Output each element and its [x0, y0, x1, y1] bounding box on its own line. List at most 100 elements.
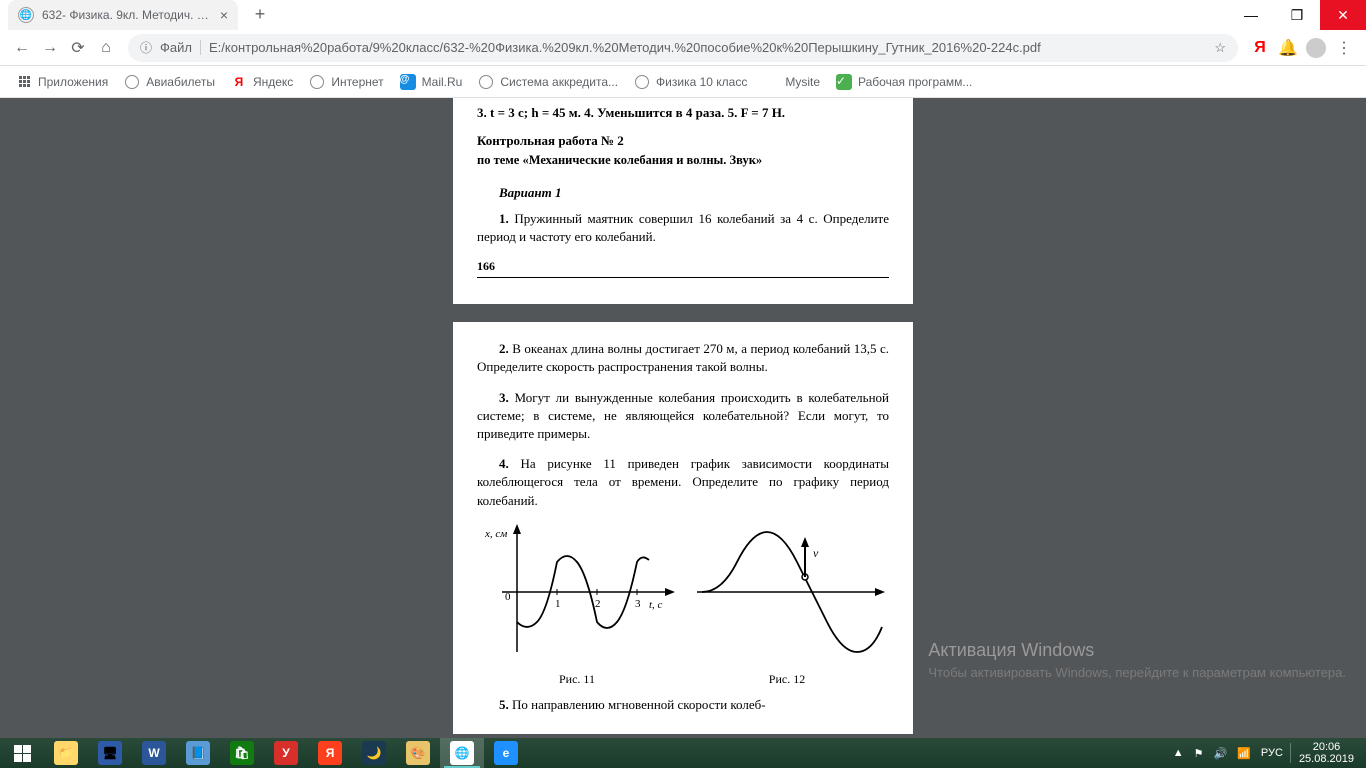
- problem-3: 3. Могут ли вынужденные колебания происх…: [477, 389, 889, 444]
- pdf-viewer[interactable]: 3. t = 3 c; h = 45 м. 4. Уменьшится в 4 …: [0, 98, 1366, 738]
- bookmark-item[interactable]: Физика 10 класс: [626, 70, 755, 94]
- globe-icon: [310, 75, 324, 89]
- star-icon[interactable]: ☆: [1214, 40, 1226, 56]
- app-icon: Я: [318, 741, 342, 765]
- taskbar-app[interactable]: 🌙: [352, 738, 396, 768]
- tab-close-button[interactable]: ×: [220, 7, 228, 23]
- tray-network-icon[interactable]: 📶: [1232, 747, 1256, 760]
- taskbar-app[interactable]: 🛍: [220, 738, 264, 768]
- bookmark-item[interactable]: @Mail.Ru: [392, 70, 471, 94]
- tray-up-icon[interactable]: ▲: [1168, 747, 1189, 759]
- svg-text:x, см: x, см: [484, 528, 507, 540]
- bookmark-label: Система аккредита...: [500, 75, 618, 89]
- problem-1: 1. Пружинный маятник совершил 16 колебан…: [477, 210, 889, 246]
- figure-12: v⃗ Рис. 12: [687, 522, 887, 688]
- back-button[interactable]: ←: [8, 34, 36, 62]
- yandex-icon[interactable]: Я: [1246, 34, 1274, 62]
- taskbar-app[interactable]: 🎨: [396, 738, 440, 768]
- url-text: E:/контрольная%20работа/9%20класс/632-%2…: [209, 40, 1206, 55]
- figures-row: 1 2 3 0 x, см t, с Рис. 11: [477, 522, 889, 688]
- globe-icon: [479, 75, 493, 89]
- app-icon: У: [274, 741, 298, 765]
- bookmark-label: Mail.Ru: [422, 75, 463, 89]
- bookmark-item[interactable]: ✓Рабочая программ...: [828, 70, 980, 94]
- close-button[interactable]: ✕: [1320, 0, 1366, 30]
- fig12-label: Рис. 12: [687, 671, 887, 688]
- bookmark-label: Приложения: [38, 75, 108, 89]
- chart-fig12: v⃗: [687, 522, 887, 662]
- app-icon: 🖥: [98, 741, 122, 765]
- watermark-title: Активация Windows: [928, 640, 1346, 661]
- window-controls: — ❐ ✕: [1228, 0, 1366, 30]
- tray-flag-icon[interactable]: ⚑: [1189, 747, 1209, 760]
- app-icon: W: [142, 741, 166, 765]
- minimize-button[interactable]: —: [1228, 0, 1274, 30]
- svg-text:0: 0: [505, 591, 511, 603]
- browser-toolbar: ← → ⟳ ⌂ ⓘ Файл E:/контрольная%20работа/9…: [0, 30, 1366, 66]
- taskbar-app[interactable]: 🖥: [88, 738, 132, 768]
- problem-4: 4. На рисунке 11 приведен график зависим…: [477, 455, 889, 510]
- window-titlebar: 🌐 632- Физика. 9кл. Методич. пос × + — ❐…: [0, 0, 1366, 30]
- bookmark-item[interactable]: Система аккредита...: [470, 70, 626, 94]
- start-button[interactable]: [0, 738, 44, 768]
- app-icon: e: [494, 741, 518, 765]
- page-number: 166: [477, 258, 889, 275]
- svg-text:t, с: t, с: [649, 599, 663, 611]
- notifications-icon[interactable]: 🔔: [1274, 34, 1302, 62]
- globe-icon: [125, 75, 139, 89]
- variant-label: Вариант 1: [499, 184, 889, 202]
- bookmark-label: Рабочая программ...: [858, 75, 972, 89]
- profile-avatar[interactable]: [1302, 34, 1330, 62]
- tray-clock[interactable]: 20:06 25.08.2019: [1293, 741, 1360, 765]
- answer-line: 3. t = 3 c; h = 45 м. 4. Уменьшится в 4 …: [477, 104, 889, 122]
- info-icon[interactable]: ⓘ: [140, 39, 152, 56]
- taskbar-app[interactable]: 📘: [176, 738, 220, 768]
- app-icon: 🌙: [362, 741, 386, 765]
- bookmark-label: Mysite: [785, 75, 820, 89]
- app-icon: 📘: [186, 741, 210, 765]
- menu-button[interactable]: ⋮: [1330, 34, 1358, 62]
- yandex-icon: Я: [235, 75, 244, 89]
- bookmark-item[interactable]: Mysite: [755, 70, 828, 94]
- bookmark-item[interactable]: Приложения: [8, 70, 116, 94]
- apps-icon: [19, 76, 30, 87]
- bookmark-item[interactable]: Авиабилеты: [116, 70, 223, 94]
- watermark-text: Чтобы активировать Windows, перейдите к …: [928, 665, 1346, 680]
- taskbar-app[interactable]: W: [132, 738, 176, 768]
- app-icon: 🌐: [450, 741, 474, 765]
- new-tab-button[interactable]: +: [246, 0, 274, 28]
- taskbar-app[interactable]: e: [484, 738, 528, 768]
- tray-volume-icon[interactable]: 🔊: [1209, 747, 1233, 760]
- bookmarks-bar: Приложения Авиабилеты Я Яндекс Интернет@Mail…: [0, 66, 1366, 98]
- bookmark-item[interactable]: Я Яндекс: [223, 70, 301, 94]
- globe-icon: [635, 75, 649, 89]
- activation-watermark: Активация Windows Чтобы активировать Win…: [928, 640, 1346, 680]
- tray-language[interactable]: РУС: [1256, 747, 1288, 759]
- app-icon: 🛍: [230, 741, 254, 765]
- taskbar-app[interactable]: 📁: [44, 738, 88, 768]
- forward-button[interactable]: →: [36, 34, 64, 62]
- taskbar: 📁 🖥 W 📘 🛍 УЯ 🌙 🎨 🌐 e ▲ ⚑ 🔊 📶 РУС 20:06 25.08.2019: [0, 738, 1366, 768]
- address-bar[interactable]: ⓘ Файл E:/контрольная%20работа/9%20класс…: [128, 34, 1238, 62]
- bookmark-label: Яндекс: [253, 75, 293, 89]
- bookmark-item[interactable]: Интернет: [301, 70, 391, 94]
- reload-button[interactable]: ⟳: [64, 34, 92, 62]
- fig11-label: Рис. 11: [477, 671, 677, 688]
- taskbar-app[interactable]: 🌐: [440, 738, 484, 768]
- figure-11: 1 2 3 0 x, см t, с Рис. 11: [477, 522, 677, 688]
- taskbar-app[interactable]: Я: [308, 738, 352, 768]
- page-divider: [477, 277, 889, 278]
- home-button[interactable]: ⌂: [92, 34, 120, 62]
- chart-fig11: 1 2 3 0 x, см t, с: [477, 522, 677, 662]
- pdf-page-1: 3. t = 3 c; h = 45 м. 4. Уменьшится в 4 …: [453, 98, 913, 304]
- svg-text:2: 2: [595, 598, 601, 610]
- svg-text:3: 3: [635, 598, 641, 610]
- problem-5: 5. По направлению мгновенной скорости ко…: [477, 696, 889, 714]
- problem-2: 2. В океанах длина волны достигает 270 м…: [477, 340, 889, 376]
- test-subtitle: по теме «Механические колебания и волны.…: [477, 152, 889, 170]
- page-container: 3. t = 3 c; h = 45 м. 4. Уменьшится в 4 …: [453, 98, 913, 738]
- taskbar-app[interactable]: У: [264, 738, 308, 768]
- maximize-button[interactable]: ❐: [1274, 0, 1320, 30]
- tab-title: 632- Физика. 9кл. Методич. пос: [42, 8, 212, 22]
- browser-tab[interactable]: 🌐 632- Физика. 9кл. Методич. пос ×: [8, 0, 238, 30]
